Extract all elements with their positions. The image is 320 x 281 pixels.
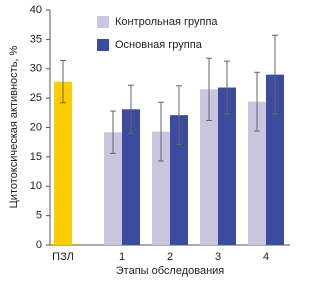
error-bar <box>128 84 134 134</box>
y-tick-label: 30 <box>30 63 42 75</box>
x-tick-label: ПЗЛ <box>52 251 74 263</box>
error-bar <box>272 34 278 115</box>
y-tick-label: 20 <box>30 121 42 133</box>
x-axis-title: Этапы обследования <box>116 265 225 277</box>
bar <box>122 109 140 245</box>
x-tick-label: 3 <box>215 251 221 263</box>
bar <box>248 101 266 246</box>
bar <box>218 87 236 245</box>
error-bar <box>158 101 164 162</box>
y-tick-label: 10 <box>30 180 42 192</box>
x-tick-label: 4 <box>263 251 269 263</box>
y-tick-label: 0 <box>36 239 42 251</box>
bar <box>54 81 72 245</box>
bar <box>104 132 122 245</box>
x-tick-label: 2 <box>167 251 173 263</box>
y-tick-label: 25 <box>30 92 42 104</box>
y-tick-label: 35 <box>30 33 42 45</box>
legend-label: Основная группа <box>115 39 203 51</box>
error-bar <box>206 57 212 121</box>
legend-swatch <box>97 39 109 51</box>
y-tick-label: 40 <box>30 4 42 16</box>
legend-swatch <box>97 16 109 28</box>
x-tick-label: 1 <box>119 251 125 263</box>
y-tick-label: 15 <box>30 151 42 163</box>
error-bar <box>224 60 230 115</box>
error-bar <box>176 85 182 146</box>
error-bar <box>110 110 116 154</box>
y-tick-label: 5 <box>36 210 42 222</box>
bar <box>200 89 218 245</box>
error-bar <box>254 71 260 132</box>
bar <box>170 115 188 245</box>
bar <box>152 131 170 245</box>
y-axis-title: Цитотоксическая активность, % <box>8 45 20 208</box>
error-bar <box>60 60 66 104</box>
chart: Цитотоксическая активность, % Этапы обсл… <box>8 4 290 277</box>
legend-label: Контрольная группа <box>115 16 218 28</box>
bar <box>266 74 284 245</box>
